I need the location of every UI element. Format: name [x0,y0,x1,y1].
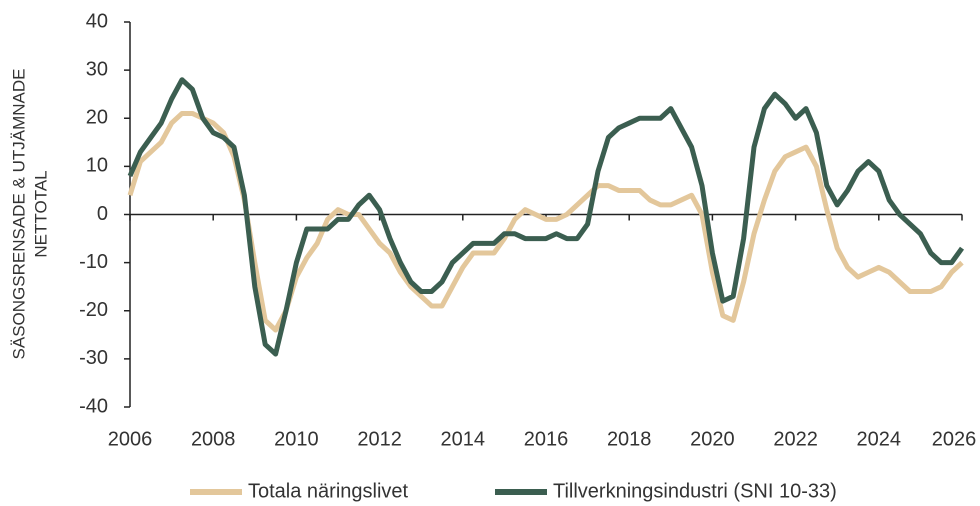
y-tick-label: 30 [86,58,108,80]
legend-label: Totala näringslivet [248,480,409,502]
series-line [127,77,965,357]
y-tick-label: -30 [79,347,108,369]
x-tick-label: 2022 [773,428,818,450]
x-tick-label: 2012 [357,428,402,450]
y-axis-label: SÄSONGSRENSADE & UTJÄMNADE [9,69,28,360]
y-tick-label: 10 [86,155,108,177]
x-tick-label: 2020 [690,428,735,450]
x-tick-label: 2026 [932,428,977,450]
y-axis-label: NETTOTAL [31,170,50,257]
x-tick-label: 2006 [108,428,153,450]
x-tick-label: 2008 [191,428,236,450]
y-tick-label: -20 [79,299,108,321]
x-tick-label: 2014 [441,428,486,450]
series-line [127,110,964,333]
y-tick-label: -40 [79,395,108,417]
y-tick-label: 0 [97,203,108,225]
x-tick-label: 2010 [274,428,319,450]
y-tick-label: 40 [86,10,108,32]
y-tick-label: -10 [79,251,108,273]
x-tick-label: 2024 [857,428,902,450]
legend-label: Tillverkningsindustri (SNI 10-33) [553,480,837,502]
y-tick-label: 20 [86,107,108,129]
x-tick-label: 2016 [524,428,569,450]
x-tick-label: 2018 [607,428,652,450]
